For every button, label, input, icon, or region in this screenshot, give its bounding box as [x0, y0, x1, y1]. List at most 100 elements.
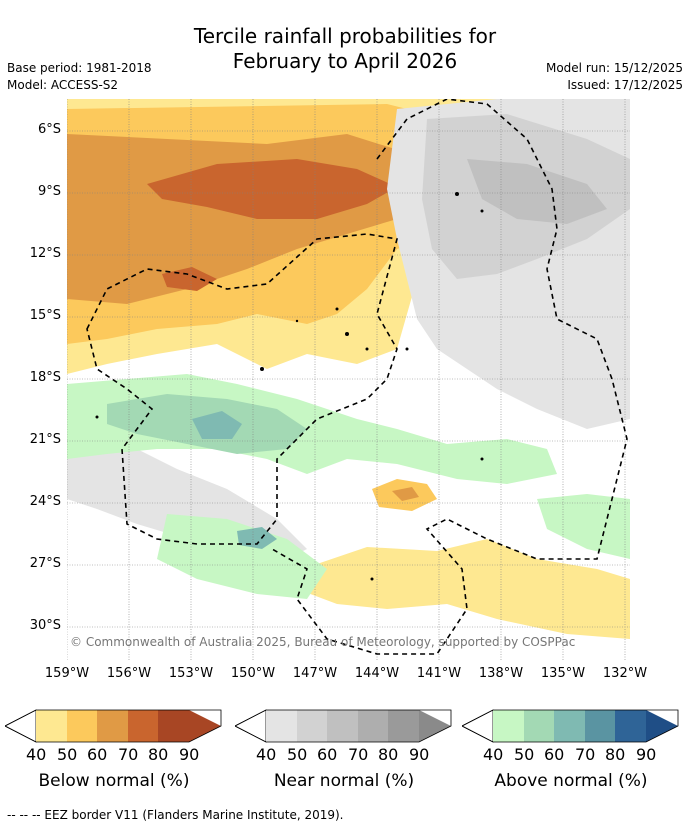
x-tick-label: 132°W: [602, 666, 648, 681]
y-tick-label: 24°S: [29, 494, 61, 509]
x-tick-label: 135°W: [540, 666, 586, 681]
model-name: Model: ACCESS-S2: [7, 78, 119, 92]
y-tick-label: 30°S: [29, 618, 61, 633]
y-tick-label: 27°S: [29, 556, 61, 571]
colorbar-segment: [235, 709, 267, 743]
rainfall-map: © Commonwealth of Australia 2025, Bureau…: [67, 99, 630, 661]
legend-tick: 90: [179, 745, 200, 764]
near-normal-legend-title: Near normal (%): [273, 771, 415, 791]
colorbar-segment: [646, 710, 678, 742]
islands: [95, 192, 484, 581]
above-60-area: [192, 411, 242, 439]
island: [455, 192, 459, 196]
colorbar-segment: [358, 710, 388, 742]
island: [480, 209, 484, 213]
x-tick-label: 144°W: [354, 666, 400, 681]
colorbar-segment: [327, 710, 358, 742]
x-tick-label: 153°W: [168, 666, 214, 681]
colorbar-outline: [462, 709, 679, 743]
y-tick-label: 6°S: [37, 122, 61, 137]
y-tick-label: 12°S: [29, 246, 61, 261]
colorbar-outline: [235, 709, 452, 743]
above-40-area-south: [157, 514, 327, 599]
y-tick-label: 15°S: [29, 308, 61, 323]
legend-tick: 50: [57, 745, 78, 764]
colorbar-segment: [36, 710, 67, 742]
colorbar-segment: [266, 710, 297, 742]
legend-tick: 90: [636, 745, 657, 764]
near-60-area: [467, 159, 607, 224]
base-period: Base period: 1981-2018: [7, 61, 152, 75]
copyright-notice: © Commonwealth of Australia 2025, Bureau…: [70, 635, 575, 649]
grid-lines: [67, 99, 630, 661]
colorbar-segment: [462, 709, 494, 743]
island: [405, 347, 409, 351]
legend-tick: 80: [148, 745, 169, 764]
x-tick-label: 141°W: [416, 666, 462, 681]
near-normal-colorbar: [235, 709, 452, 743]
above-40-area-east: [537, 494, 630, 559]
colorbar-segment: [615, 710, 646, 742]
legend-tick: 80: [605, 745, 626, 764]
legend-tick: 50: [287, 745, 308, 764]
below-70-area: [147, 159, 397, 219]
title-line-2: February to April 2026: [232, 49, 458, 73]
eez-border-cook-islands: [86, 233, 398, 545]
colorbar-segment: [158, 710, 189, 742]
colorbar-segment: [5, 709, 37, 743]
island: [335, 307, 339, 311]
model-run: Model run: 15/12/2025: [545, 61, 683, 75]
title-line-1: Tercile rainfall probabilities for: [193, 24, 497, 48]
below-60-spot: [392, 487, 419, 501]
legend-tick: 40: [26, 745, 47, 764]
x-tick-label: 150°W: [230, 666, 276, 681]
legend-tick: 50: [514, 745, 535, 764]
above-normal-legend-title: Above normal (%): [494, 771, 648, 791]
near-normal-areas: [67, 99, 630, 569]
issued-date: Issued: 17/12/2025: [567, 78, 683, 92]
legend-tick: 60: [544, 745, 565, 764]
eez-border-french-polynesia: [271, 99, 628, 655]
island: [260, 367, 264, 371]
above-normal-colorbar: [462, 709, 679, 743]
legend-tick: 80: [378, 745, 399, 764]
colorbar-outline: [5, 709, 222, 743]
colorbar-segment: [388, 710, 419, 742]
colorbar-segment: [554, 710, 585, 742]
legend-tick: 60: [317, 745, 338, 764]
colorbar-segment: [189, 710, 221, 742]
y-tick-label: 21°S: [29, 432, 61, 447]
eez-footnote: -- -- -- EEZ border V11 (Flanders Marine…: [7, 808, 344, 822]
above-normal-areas: [67, 374, 630, 599]
x-tick-label: 159°W: [44, 666, 90, 681]
legend-tick: 70: [348, 745, 369, 764]
island: [95, 415, 99, 419]
island: [365, 347, 369, 351]
legend-tick: 40: [483, 745, 504, 764]
island: [295, 319, 299, 323]
colorbar-segment: [128, 710, 158, 742]
colorbar-segment: [419, 710, 451, 742]
y-tick-label: 18°S: [29, 370, 61, 385]
legend-tick: 70: [118, 745, 139, 764]
below-normal-colorbar: [5, 709, 222, 743]
colorbar-segment: [585, 710, 615, 742]
colorbar-segment: [67, 710, 97, 742]
eez-borders: [86, 99, 628, 655]
colorbar-segment: [97, 710, 128, 742]
x-tick-label: 147°W: [292, 666, 338, 681]
below-40-area-south: [297, 539, 630, 639]
y-tick-label: 9°S: [37, 184, 61, 199]
colorbar-segment: [297, 710, 327, 742]
colorbar-segment: [524, 710, 554, 742]
legend-tick: 70: [575, 745, 596, 764]
legend-tick: 40: [256, 745, 277, 764]
legend-tick: 90: [409, 745, 430, 764]
x-tick-label: 156°W: [106, 666, 152, 681]
x-tick-label: 138°W: [478, 666, 524, 681]
below-normal-legend-title: Below normal (%): [38, 771, 190, 791]
map-title: Tercile rainfall probabilities for Febru…: [0, 24, 690, 74]
island: [370, 577, 374, 581]
island: [345, 332, 349, 336]
legend-tick: 60: [87, 745, 108, 764]
